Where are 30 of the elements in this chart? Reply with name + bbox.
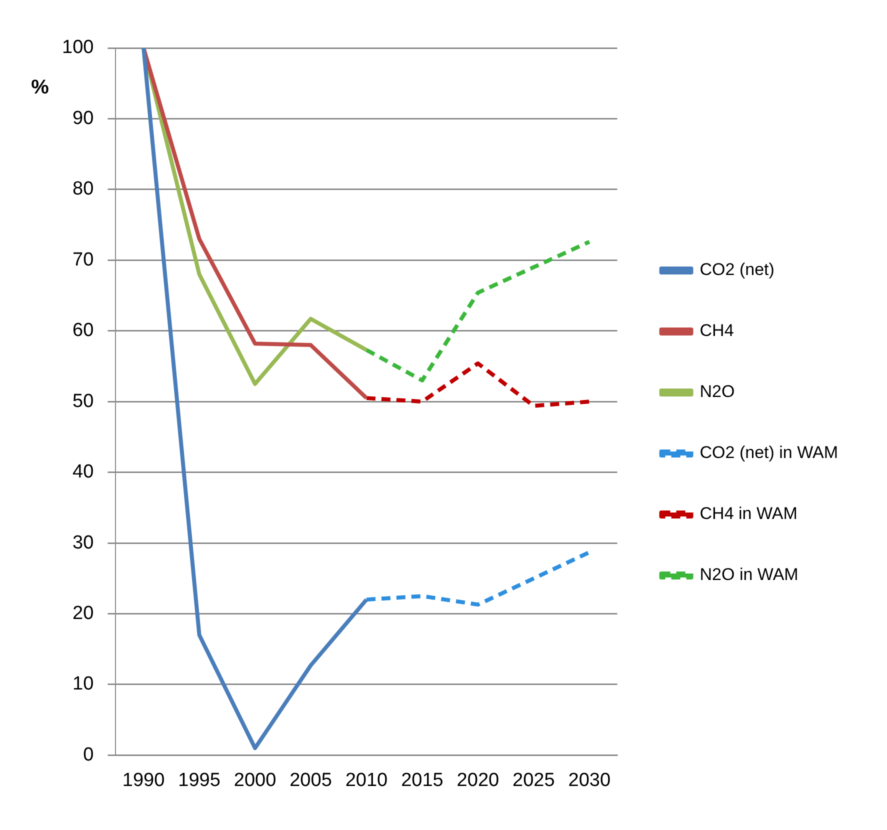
y-tick-label: 10 bbox=[72, 674, 94, 695]
line-series bbox=[364, 361, 592, 408]
legend-label: CH4 in WAM bbox=[700, 504, 798, 524]
y-tick-label: 60 bbox=[72, 320, 94, 342]
y-tick-label: 30 bbox=[72, 532, 94, 554]
legend-label: CH4 bbox=[700, 321, 734, 340]
x-tick-label: 1990 bbox=[122, 770, 165, 791]
line-series bbox=[364, 550, 592, 607]
x-tick-label: 2030 bbox=[568, 770, 611, 791]
y-tick-label: 40 bbox=[72, 462, 94, 483]
x-tick-label: 2000 bbox=[234, 770, 276, 791]
x-tick-label: 2025 bbox=[512, 770, 555, 791]
y-tick-label: 80 bbox=[72, 178, 94, 200]
y-axis-title: % bbox=[31, 76, 50, 99]
y-tick-label: 100 bbox=[62, 37, 94, 58]
x-tick-label: 2005 bbox=[290, 770, 332, 791]
x-tick-label: 2015 bbox=[401, 770, 444, 791]
y-tick-label: 90 bbox=[72, 108, 94, 129]
x-tick-label: 2020 bbox=[456, 770, 500, 791]
y-tick-label: 0 bbox=[83, 744, 94, 766]
legend-label: N2O in WAM bbox=[700, 565, 798, 584]
legend-label: CO2 (net) bbox=[700, 260, 774, 280]
y-tick-label: 20 bbox=[72, 602, 94, 624]
y-tick-label: 70 bbox=[72, 249, 94, 270]
legend-label: CO2 (net) in WAM bbox=[700, 443, 838, 462]
x-tick-label: 1995 bbox=[178, 770, 220, 791]
line-series bbox=[364, 240, 592, 382]
legend-label: N2O bbox=[700, 382, 735, 402]
y-tick-label: 50 bbox=[72, 390, 94, 412]
x-tick-label: 2010 bbox=[345, 770, 388, 791]
